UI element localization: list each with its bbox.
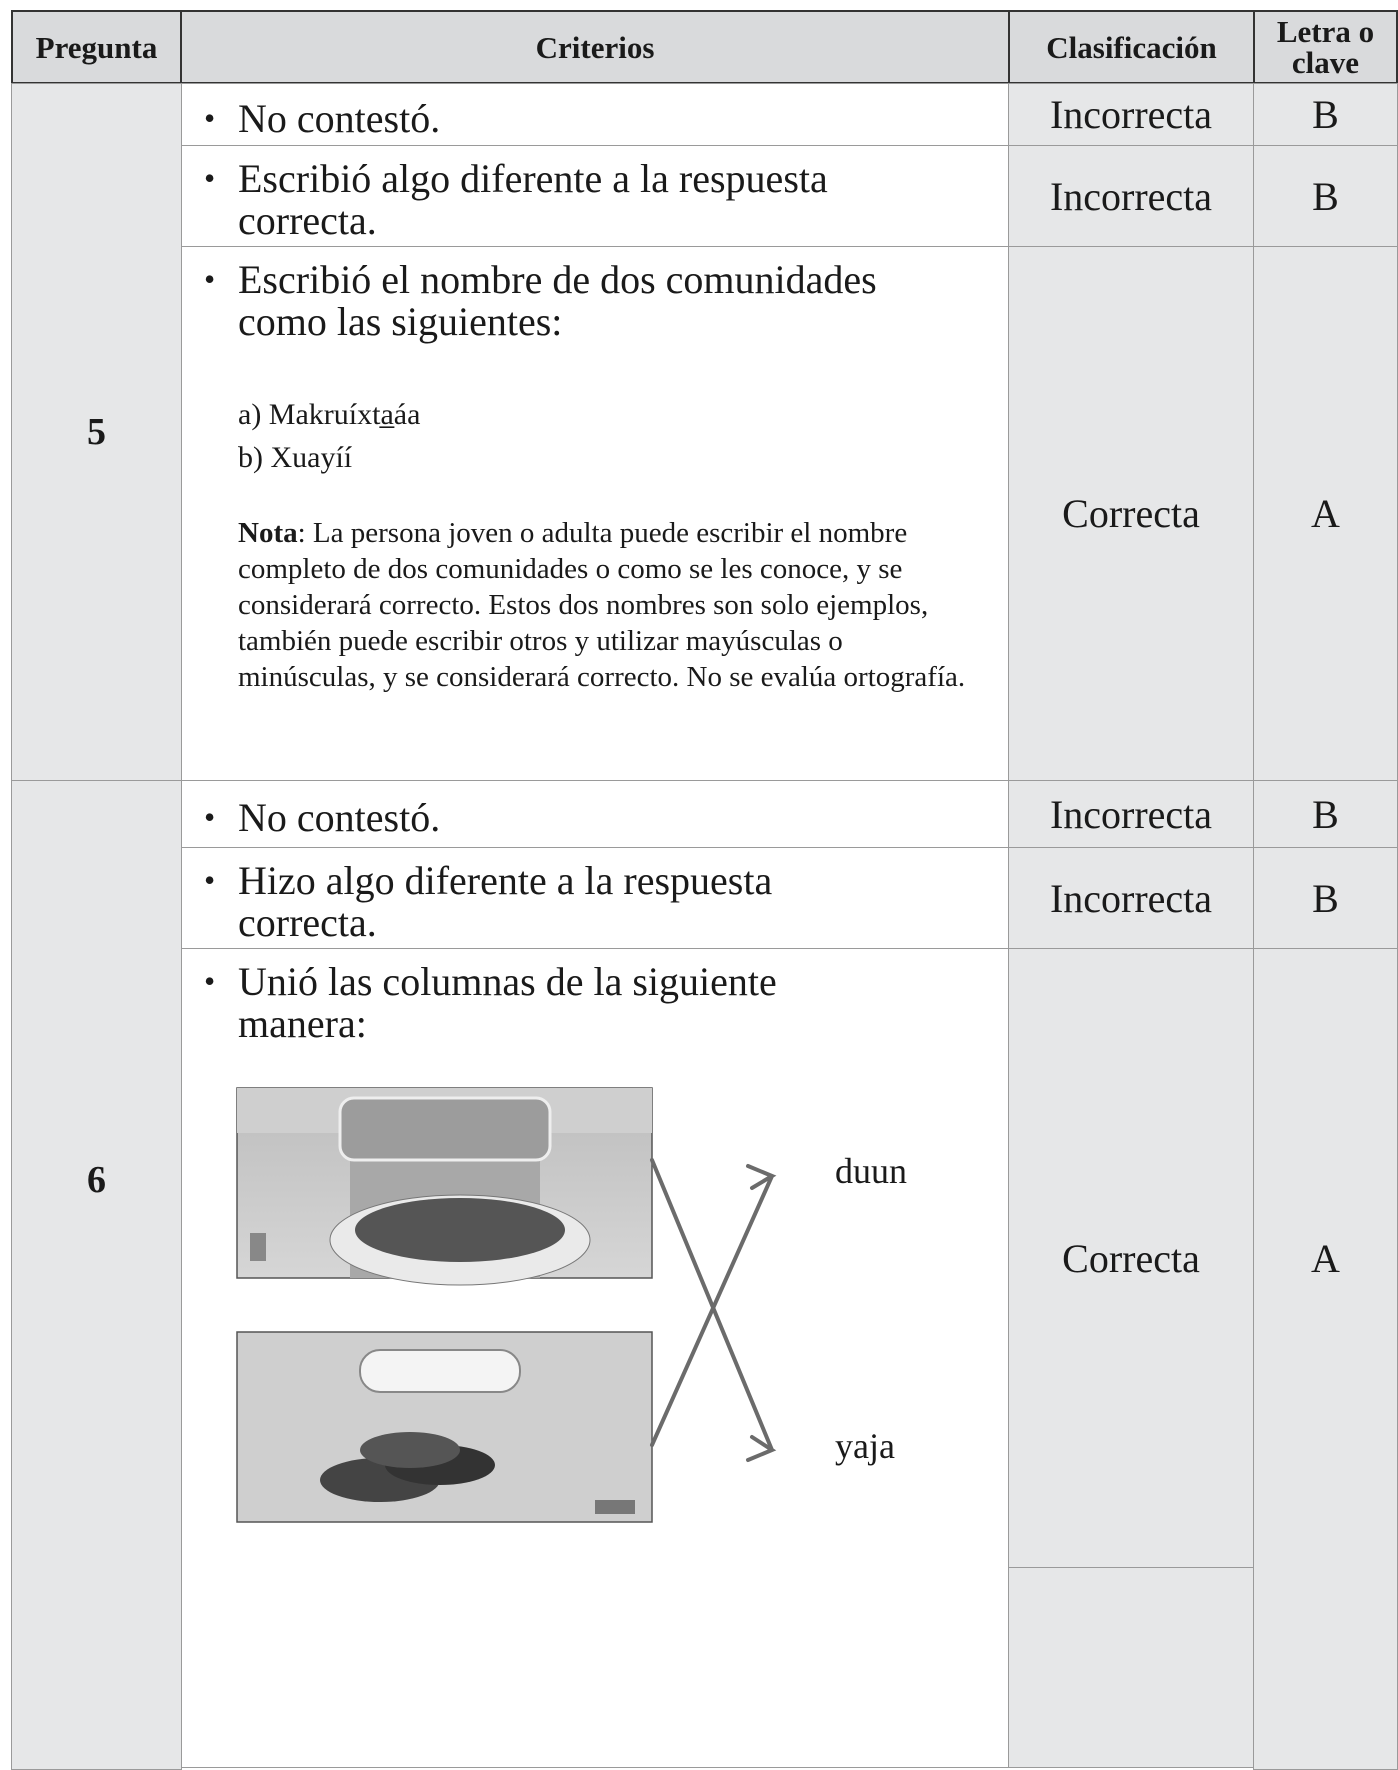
criterion: No contestó. [204,97,440,140]
examples: a) Makruíxta̲áa b) Xuayíí [238,393,420,479]
criterion-cell: Unió las columnas de la siguiente manera… [181,948,1009,1768]
note: Nota: La persona joven o adulta puede es… [238,515,968,695]
match-label: yaja [835,1426,895,1466]
classification: Correcta [1008,246,1254,781]
question-number: 6 [11,780,182,1580]
question-number: 5 [11,83,182,781]
criterion: Unió las columnas de la siguiente manera… [204,961,988,1045]
cell-background [11,1570,182,1770]
criterion: No contestó. [204,797,440,839]
match-label: duun [835,1151,907,1191]
header-text: Letra o clave [1276,14,1375,80]
header-cell: Clasificación [1008,10,1255,84]
match-arrows [650,1158,777,1462]
key: B [1253,847,1398,949]
note-label: Nota [238,517,298,549]
key: B [1253,83,1398,146]
header-cell: Pregunta [11,10,182,84]
cell-background [1253,1560,1398,1770]
package-image [236,1087,653,1286]
criterion: Hizo algo diferente a la respuesta corre… [204,860,988,944]
example: b) Xuayíí [238,441,353,474]
criterion-cell: Escribió algo diferente a la respuesta c… [181,145,1009,247]
note-text: : La persona joven o adulta puede escrib… [238,517,966,693]
criterion: Escribió algo diferente a la respuesta c… [204,158,988,242]
package-image [236,1331,653,1523]
key: B [1253,145,1398,247]
criterion: Escribió el nombre de dos comunidades co… [204,259,988,343]
criterion-cell: Escribió el nombre de dos comunidades co… [181,246,1009,781]
header-cell: Letra o clave [1253,10,1398,84]
classification: Incorrecta [1008,847,1254,949]
example: a) Makruíxta̲áa [238,398,421,431]
key: A [1253,948,1398,1568]
classification: Correcta [1008,948,1254,1568]
classification: Incorrecta [1008,145,1254,247]
